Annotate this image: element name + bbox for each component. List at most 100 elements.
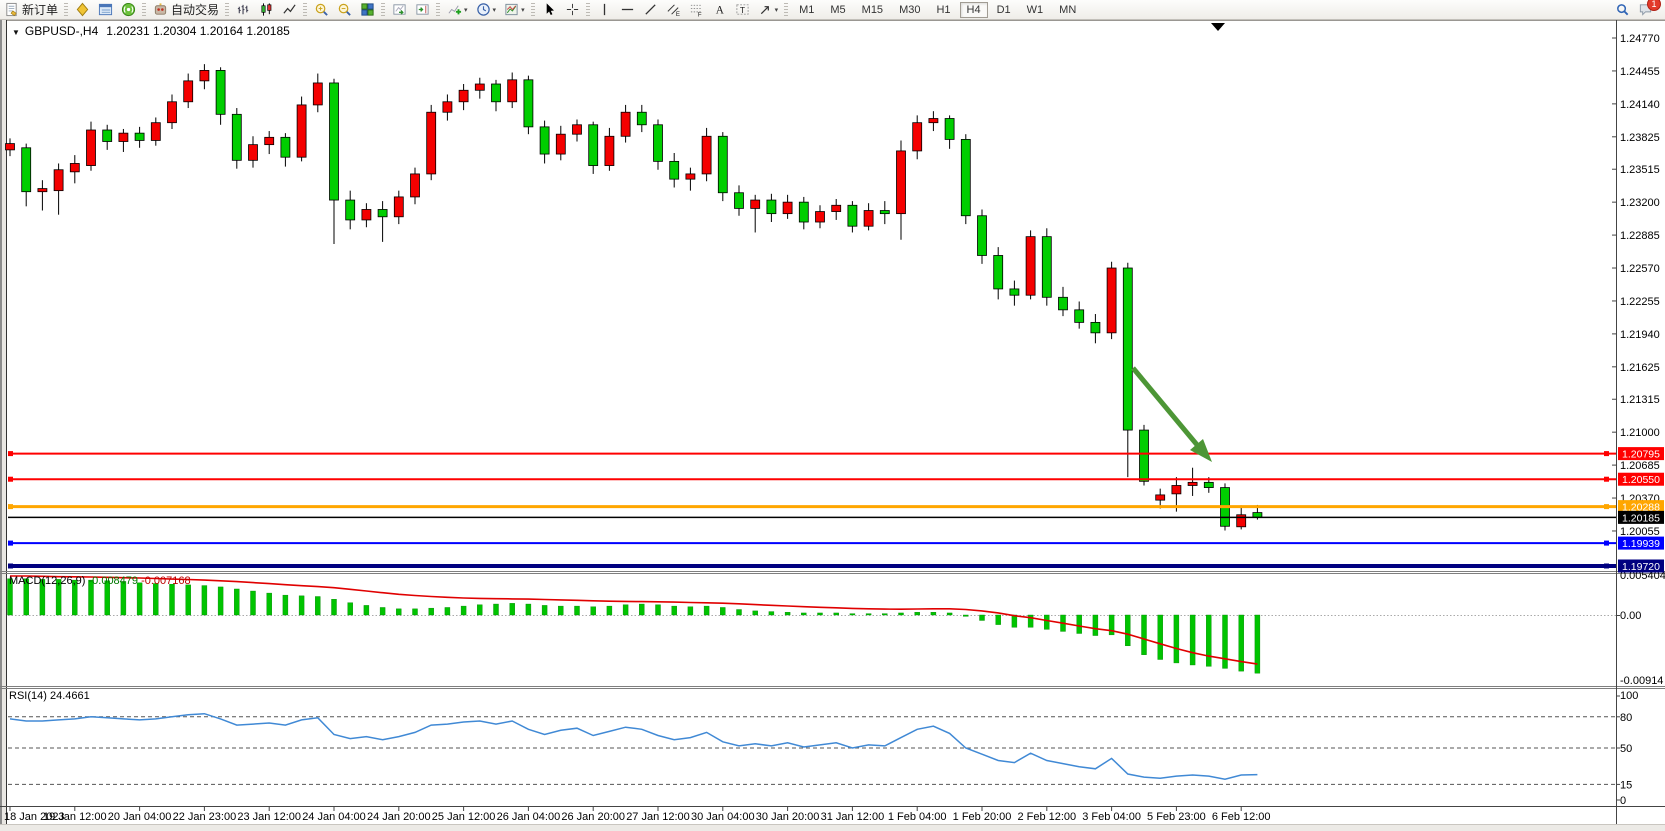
cursor-button[interactable] xyxy=(539,0,560,19)
chart-shift-icon xyxy=(415,2,430,17)
candle xyxy=(701,135,712,175)
candle xyxy=(1090,321,1101,334)
arrows-button[interactable]: ▾ xyxy=(755,0,782,19)
hline-handle[interactable] xyxy=(1604,540,1609,546)
toolbar-separator xyxy=(585,3,590,16)
equidistant-channel-button[interactable]: E xyxy=(663,0,684,19)
timeframe-m1-button[interactable]: M1 xyxy=(799,3,815,16)
hline-handle[interactable] xyxy=(8,504,13,510)
price-line-chip-label: 1.20185 xyxy=(1622,512,1660,524)
candlestick-chart-icon xyxy=(259,2,274,17)
trendline-button[interactable] xyxy=(640,0,661,19)
candle xyxy=(231,113,242,161)
time-tick-label: 25 Jan 12:00 xyxy=(432,811,496,823)
candle xyxy=(183,80,194,103)
hline-handle[interactable] xyxy=(1604,476,1609,482)
periods-button[interactable]: ▾ xyxy=(473,0,500,19)
macd-histogram-bar xyxy=(88,579,94,616)
macd-histogram-bar xyxy=(574,605,580,616)
auto-trading-button[interactable]: 自动交易 xyxy=(150,0,222,19)
price-tick-label: 1.21315 xyxy=(1620,394,1660,406)
line-chart-icon xyxy=(282,2,297,17)
price-tick-label: 1.23515 xyxy=(1620,164,1660,176)
zoom-in-button[interactable] xyxy=(311,0,332,19)
candle xyxy=(815,211,825,223)
hline-handle[interactable] xyxy=(8,451,13,457)
toolbar-group: ▾ ▾ ▾ xyxy=(443,0,529,19)
zoom-out-button[interactable] xyxy=(334,0,355,19)
macd-histogram-bar xyxy=(185,584,191,616)
chart-shift-marker-icon[interactable] xyxy=(1211,23,1225,31)
macd-histogram-bar xyxy=(833,612,839,616)
chart-shift-button[interactable] xyxy=(412,0,433,19)
text-button[interactable]: A xyxy=(709,0,730,19)
time-tick-label: 27 Jan 12:00 xyxy=(626,811,690,823)
crosshair-button[interactable] xyxy=(562,0,583,19)
candle xyxy=(928,118,939,124)
time-tick-label: 26 Jan 20:00 xyxy=(561,811,625,823)
market-watch-button[interactable] xyxy=(95,0,116,19)
macd-histogram-bar xyxy=(120,581,127,616)
timeframe-d1-button[interactable]: D1 xyxy=(996,3,1011,16)
macd-histogram-bar xyxy=(639,603,645,616)
timeframe-mn-button[interactable]: MN xyxy=(1059,3,1077,16)
rsi-line xyxy=(9,712,1258,780)
text-label-button[interactable]: T xyxy=(732,0,753,19)
macd-histogram-bar xyxy=(1238,614,1244,672)
horizontal-line-button[interactable] xyxy=(617,0,638,19)
new-order-button[interactable]: 新订单 xyxy=(1,0,61,19)
timeframe-h1-button[interactable]: H1 xyxy=(936,3,951,16)
hline-handle[interactable] xyxy=(1604,504,1609,510)
window-left-edge xyxy=(2,20,6,825)
macd-histogram-bar xyxy=(784,612,791,616)
notifications-button[interactable]: 1 xyxy=(1635,0,1661,19)
indicators-button[interactable]: ▾ xyxy=(444,0,471,19)
macd-histogram-bar xyxy=(914,612,920,616)
macd-histogram-bar xyxy=(1027,614,1034,628)
vertical-line-button[interactable] xyxy=(594,0,615,19)
hline-handle[interactable] xyxy=(1604,563,1609,569)
toolbar-group: E F A T ▾ xyxy=(593,0,783,19)
macd-histogram-bar xyxy=(1189,614,1196,666)
candle xyxy=(960,139,971,217)
hline-handle[interactable] xyxy=(1604,451,1609,457)
timeframe-w1-button[interactable]: W1 xyxy=(1026,3,1044,16)
macd-histogram-bar xyxy=(347,602,353,616)
bar-chart-button[interactable] xyxy=(233,0,254,19)
time-tick-label: 2 Feb 12:00 xyxy=(1017,811,1076,823)
hline-handle[interactable] xyxy=(8,540,13,546)
candlestick-chart-button[interactable] xyxy=(256,0,277,19)
chart-profile-button[interactable] xyxy=(72,0,93,19)
drawn-arrow-head[interactable] xyxy=(1190,439,1212,462)
chevron-down-icon: ▾ xyxy=(774,6,779,14)
search-button[interactable] xyxy=(1612,0,1633,19)
timeframe-m15-button[interactable]: M15 xyxy=(861,3,884,16)
price-tick-label: 1.20685 xyxy=(1620,460,1660,472)
candle xyxy=(167,101,177,124)
candle xyxy=(685,173,696,180)
candle xyxy=(896,150,906,215)
new-order-icon xyxy=(4,2,19,17)
line-chart-button[interactable] xyxy=(279,0,300,19)
hline-handle[interactable] xyxy=(8,563,13,569)
price-tick-label: 1.22570 xyxy=(1620,263,1660,275)
toolbar-group xyxy=(310,0,379,19)
bar-chart-icon xyxy=(236,2,251,17)
fibonacci-button[interactable]: F xyxy=(686,0,707,19)
templates-button[interactable]: ▾ xyxy=(501,0,528,19)
candle xyxy=(766,199,777,215)
macd-histogram-bar xyxy=(396,608,402,616)
hline-handle[interactable] xyxy=(8,476,13,482)
price-tick-label: 1.23200 xyxy=(1620,197,1660,209)
auto-scroll-button[interactable] xyxy=(389,0,410,19)
tile-windows-button[interactable] xyxy=(357,0,378,19)
timeframe-m5-button[interactable]: M5 xyxy=(830,3,846,16)
drawn-arrow[interactable] xyxy=(1131,366,1200,448)
time-tick-label: 6 Feb 12:00 xyxy=(1212,811,1271,823)
timeframe-h4-button[interactable]: H4 xyxy=(959,1,988,18)
navigator-button[interactable] xyxy=(118,0,139,19)
chart-dropdown-icon[interactable]: ▼ xyxy=(12,28,20,37)
chart-profile-icon xyxy=(75,2,90,17)
timeframe-m30-button[interactable]: M30 xyxy=(899,3,921,16)
